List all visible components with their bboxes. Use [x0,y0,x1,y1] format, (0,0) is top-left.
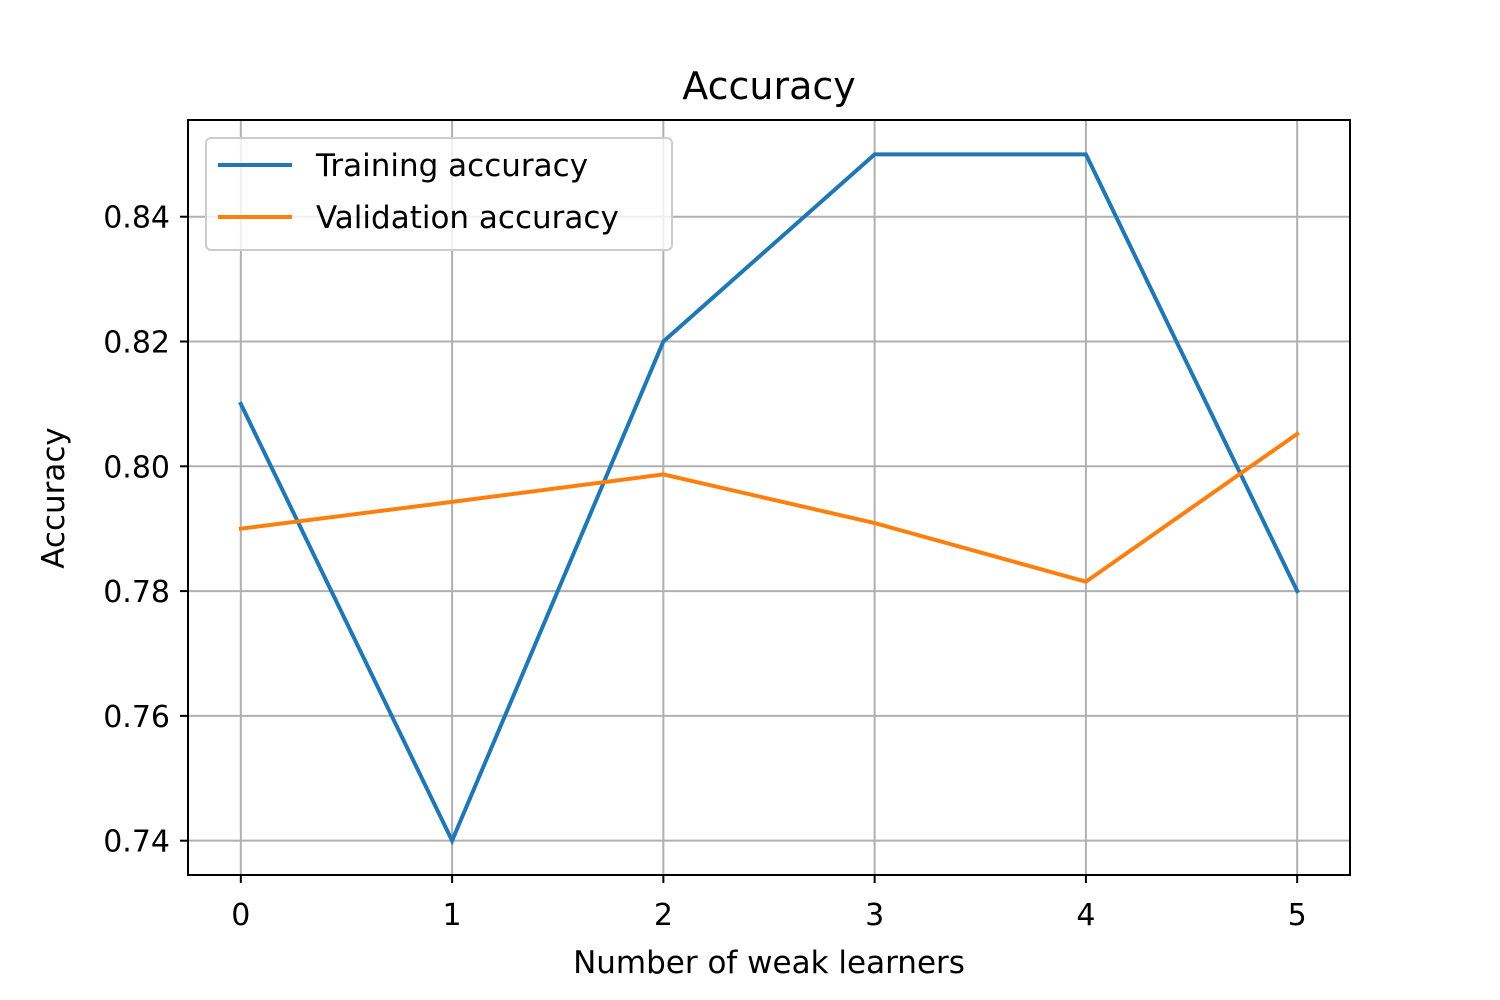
x-tick-label: 0 [231,898,250,933]
y-tick-label: 0.82 [103,326,170,361]
y-tick-label: 0.78 [103,575,170,610]
series-line-training [238,152,1300,846]
y-tick-label: 0.74 [103,825,170,860]
y-axis: 0.74 0.76 0.78 0.80 0.82 0.84 [103,201,188,860]
y-tick-label: 0.80 [103,450,170,485]
legend: Training accuracy Validation accuracy [205,137,673,251]
series-line-validation [238,431,1300,584]
x-tick-label: 3 [865,898,884,933]
series-layer [238,152,1300,846]
y-tick-label: 0.84 [103,201,170,236]
chart-title: Accuracy [682,64,856,108]
x-tick-label: 1 [443,898,462,933]
legend-label-training: Training accuracy [315,148,588,184]
x-tick-label: 4 [1076,898,1095,933]
x-axis-label: Number of weak learners [573,945,965,981]
x-tick-label: 5 [1288,898,1307,933]
legend-frame [205,137,673,251]
y-tick-label: 0.76 [103,700,170,735]
x-axis: 0 1 2 3 4 5 [231,875,1307,933]
legend-label-validation: Validation accuracy [316,200,619,236]
plot-area-frame [187,119,1351,876]
x-tick-label: 2 [654,898,673,933]
y-axis-label: Accuracy [36,427,72,569]
